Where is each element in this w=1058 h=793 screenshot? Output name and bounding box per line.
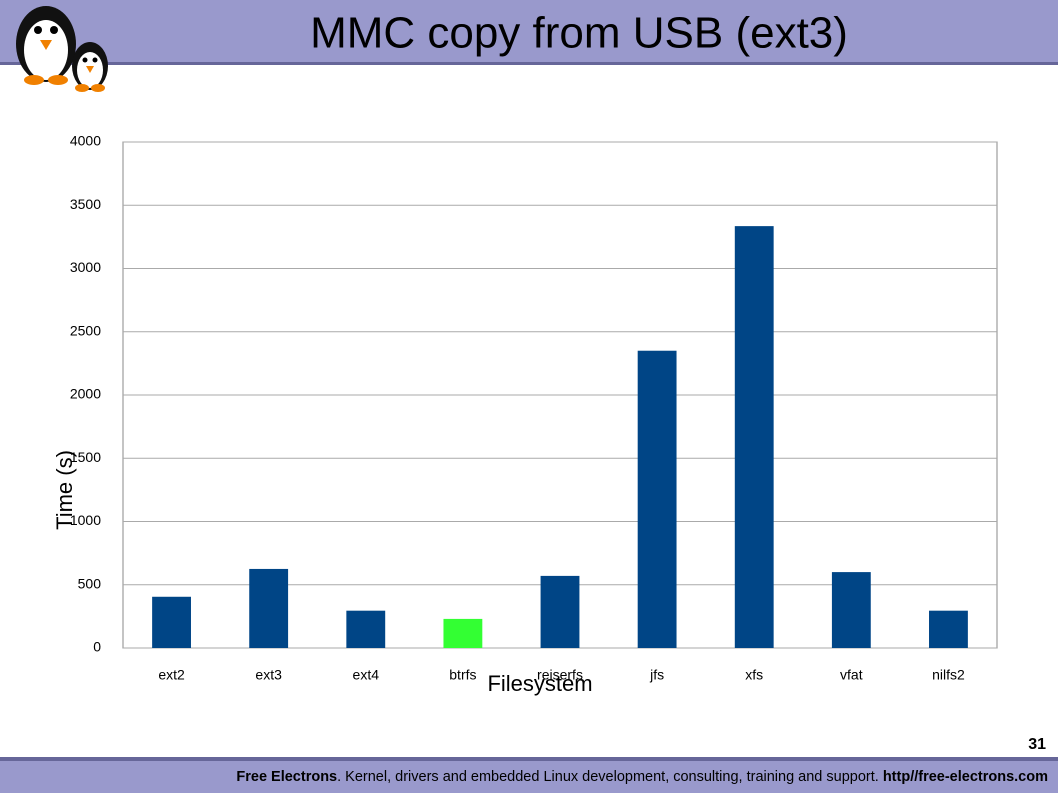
x-tick-label: vfat [840, 667, 863, 683]
x-tick-label: reiserfs [537, 667, 583, 683]
x-tick-label: btrfs [449, 667, 476, 683]
y-tick-label: 2000 [70, 386, 101, 402]
bar [929, 610, 968, 648]
footer-band [0, 761, 1058, 793]
y-tick-label: 0 [93, 639, 101, 655]
footer-text: . Kernel, drivers and embedded Linux dev… [337, 769, 883, 785]
y-tick-label: 500 [78, 575, 102, 591]
y-tick-label: 3500 [70, 196, 101, 212]
x-tick-label: ext2 [158, 667, 185, 683]
footer-url: http//free-electrons.com [883, 769, 1048, 785]
bar [346, 610, 386, 648]
plot: 0 500 1000 1500 2000 2500 3000 3500 4000 ext2 ext3… [70, 133, 997, 683]
y-tick-label: 4000 [70, 133, 101, 149]
chart-title: MMC copy from USB (ext3) [310, 9, 848, 58]
y-tick-label: 3000 [70, 259, 101, 275]
bar [443, 618, 483, 648]
y-tick-label: 1000 [70, 512, 101, 528]
footer-rule [0, 757, 1058, 761]
footer: Free Electrons. Kernel, drivers and embe… [236, 769, 1048, 785]
logo [16, 6, 108, 92]
page-number: 31 [1028, 736, 1046, 753]
bar [540, 575, 580, 648]
header-band [0, 0, 1058, 62]
x-tick-label: jfs [649, 667, 664, 683]
bar [831, 572, 871, 648]
y-tick-label: 2500 [70, 322, 101, 338]
y-tick-label: 1500 [70, 449, 101, 465]
y-axis-label: Time (s) [52, 450, 77, 530]
x-tick-label: ext3 [255, 667, 282, 683]
x-tick-label: nilfs2 [932, 667, 965, 683]
header-rule [0, 62, 1058, 65]
footer-brand: Free Electrons [236, 769, 337, 785]
bar [637, 350, 677, 648]
bar [249, 568, 289, 648]
x-axis-label: Filesystem [487, 671, 592, 696]
bar [152, 596, 191, 648]
bar [734, 226, 774, 648]
x-tick-label: ext4 [353, 667, 380, 683]
x-tick-label: xfs [745, 667, 763, 683]
